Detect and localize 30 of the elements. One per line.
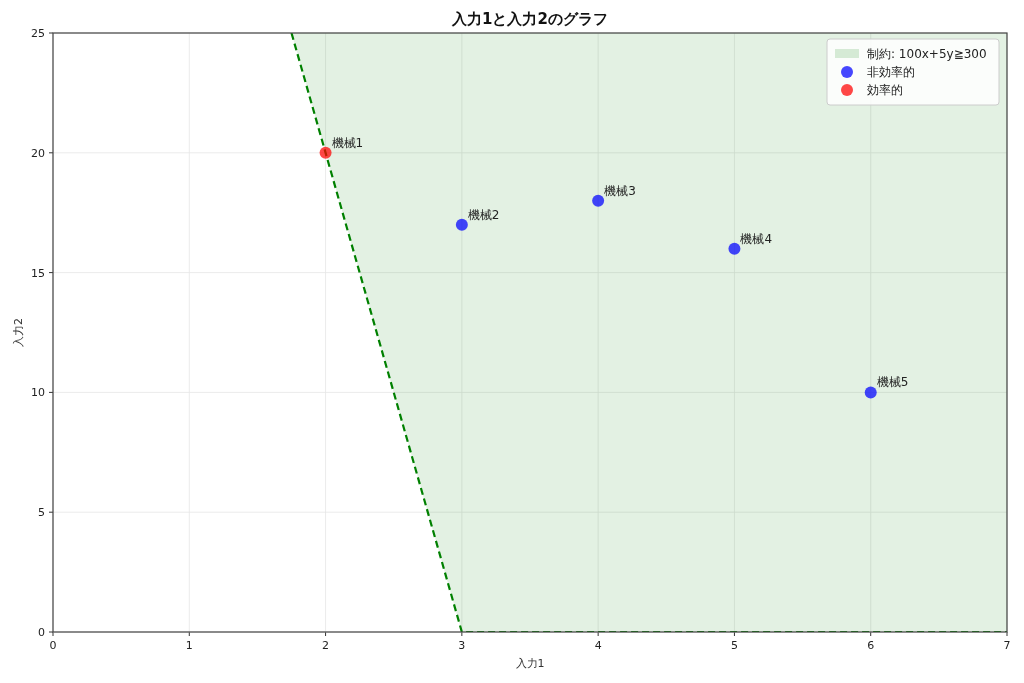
x-axis-title: 入力1 bbox=[515, 657, 545, 670]
legend-label: 非効率的 bbox=[867, 65, 915, 79]
x-tick-label: 7 bbox=[1003, 639, 1011, 652]
legend-label: 制約: 100x+5y≧300 bbox=[867, 47, 987, 61]
point bbox=[864, 386, 877, 399]
x-tick-label: 3 bbox=[458, 639, 466, 652]
annotation: 機械3 bbox=[604, 183, 636, 198]
annotation: 機械2 bbox=[467, 207, 500, 222]
y-tick-label: 5 bbox=[38, 506, 45, 520]
legend-label: 効率的 bbox=[867, 83, 903, 97]
point bbox=[455, 218, 468, 231]
y-tick-label: 20 bbox=[31, 146, 45, 160]
point bbox=[319, 146, 332, 159]
x-tick-label: 1 bbox=[185, 639, 193, 652]
x-tick-label: 5 bbox=[730, 639, 738, 652]
annotation: 機械5 bbox=[876, 375, 909, 390]
annotation: 機械1 bbox=[331, 135, 364, 150]
y-tick-label: 15 bbox=[31, 266, 45, 280]
x-tick-label: 2 bbox=[322, 639, 330, 652]
y-tick-label: 10 bbox=[31, 386, 45, 400]
point bbox=[592, 194, 605, 207]
y-tick-label: 25 bbox=[31, 27, 45, 40]
chart-title: 入力1と入力2のグラフ bbox=[451, 10, 608, 28]
y-axis-title: 入力2 bbox=[12, 318, 25, 347]
x-tick-label: 4 bbox=[594, 639, 602, 652]
y-tick-label: 0 bbox=[38, 626, 45, 639]
x-tick-label: 6 bbox=[867, 639, 875, 652]
x-tick-label: 0 bbox=[49, 639, 57, 652]
point bbox=[728, 242, 741, 255]
annotation: 機械4 bbox=[740, 231, 773, 246]
